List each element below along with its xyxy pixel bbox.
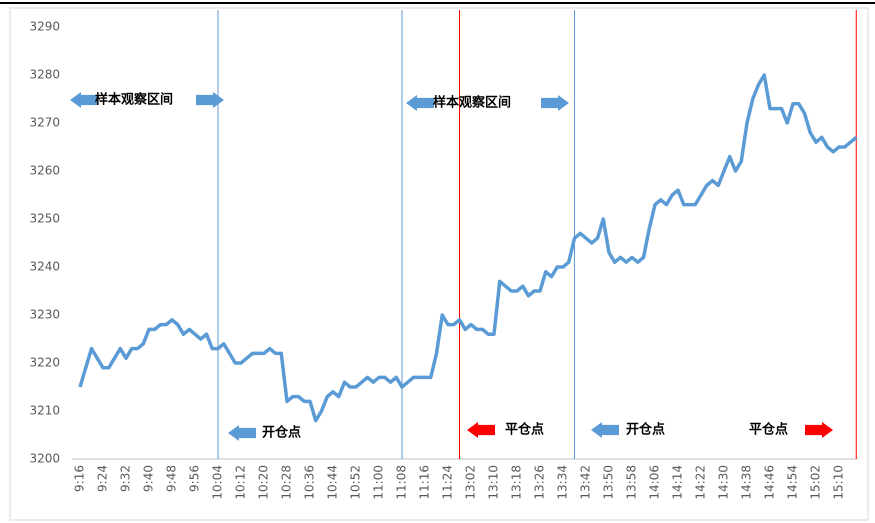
arrow bbox=[467, 422, 495, 438]
y-tick-label: 3250 bbox=[29, 212, 60, 226]
x-tick-label: 9:16 bbox=[73, 465, 87, 492]
x-tick-label: 13:50 bbox=[602, 465, 616, 500]
x-tick-label: 9:56 bbox=[188, 465, 202, 492]
x-tick-label: 14:14 bbox=[671, 465, 685, 500]
arrow bbox=[196, 92, 224, 108]
x-tick-label: 10:28 bbox=[280, 465, 294, 500]
arrow bbox=[228, 425, 256, 441]
x-tick-label: 9:32 bbox=[119, 465, 133, 492]
x-tick-label: 10:44 bbox=[326, 465, 340, 500]
annotation: 开仓点 bbox=[262, 425, 301, 441]
x-tick-label: 13:26 bbox=[533, 465, 547, 500]
annotation: 开仓点 bbox=[626, 422, 665, 438]
x-tick-label: 10:36 bbox=[303, 465, 317, 500]
x-tick-label: 13:02 bbox=[464, 465, 478, 500]
arrow bbox=[70, 92, 98, 108]
x-tick-label: 10:12 bbox=[234, 465, 248, 500]
y-tick-label: 3200 bbox=[29, 452, 60, 466]
x-tick-label: 15:10 bbox=[832, 465, 846, 500]
y-tick-label: 3220 bbox=[29, 356, 60, 370]
x-tick-label: 11:00 bbox=[372, 465, 386, 500]
annotation: 样本观察区间 bbox=[433, 95, 511, 111]
y-tick-label: 3230 bbox=[29, 308, 60, 322]
chart-frame bbox=[9, 7, 869, 521]
x-tick-label: 14:06 bbox=[648, 465, 662, 500]
x-tick-label: 15:02 bbox=[809, 465, 823, 500]
x-tick-label: 13:58 bbox=[625, 465, 639, 500]
x-tick-label: 9:40 bbox=[142, 465, 156, 492]
y-tick-label: 3240 bbox=[29, 260, 60, 274]
y-tick-label: 3290 bbox=[29, 20, 60, 34]
x-tick-label: 11:16 bbox=[418, 465, 432, 500]
x-tick-label: 10:52 bbox=[349, 465, 363, 500]
price-line bbox=[78, 73, 858, 423]
x-tick-label: 13:18 bbox=[510, 465, 524, 500]
annotation: 平仓点 bbox=[505, 422, 544, 438]
x-tick-label: 10:04 bbox=[211, 465, 225, 500]
arrow bbox=[591, 422, 619, 438]
x-tick-label: 13:42 bbox=[579, 465, 593, 500]
annotation: 样本观察区间 bbox=[95, 92, 173, 108]
x-tick-label: 14:38 bbox=[740, 465, 754, 500]
arrow bbox=[805, 422, 833, 438]
x-tick-label: 14:22 bbox=[694, 465, 708, 500]
y-tick-label: 3260 bbox=[29, 164, 60, 178]
x-tick-label: 9:24 bbox=[96, 465, 110, 492]
x-tick-label: 9:48 bbox=[165, 465, 179, 492]
x-tick-label: 13:10 bbox=[487, 465, 501, 500]
x-tick-label: 14:46 bbox=[763, 465, 777, 500]
x-tick-label: 11:08 bbox=[395, 465, 409, 500]
x-tick-label: 13:34 bbox=[556, 465, 570, 500]
x-tick-label: 10:20 bbox=[257, 465, 271, 500]
annotation: 平仓点 bbox=[749, 422, 788, 438]
y-tick-label: 3280 bbox=[29, 68, 60, 82]
arrow bbox=[406, 95, 434, 111]
y-tick-label: 3210 bbox=[29, 404, 60, 418]
x-tick-label: 11:24 bbox=[441, 465, 455, 500]
x-tick-label: 14:30 bbox=[717, 465, 731, 500]
x-tick-label: 14:54 bbox=[786, 465, 800, 500]
y-tick-label: 3270 bbox=[29, 116, 60, 130]
arrow bbox=[541, 95, 569, 111]
